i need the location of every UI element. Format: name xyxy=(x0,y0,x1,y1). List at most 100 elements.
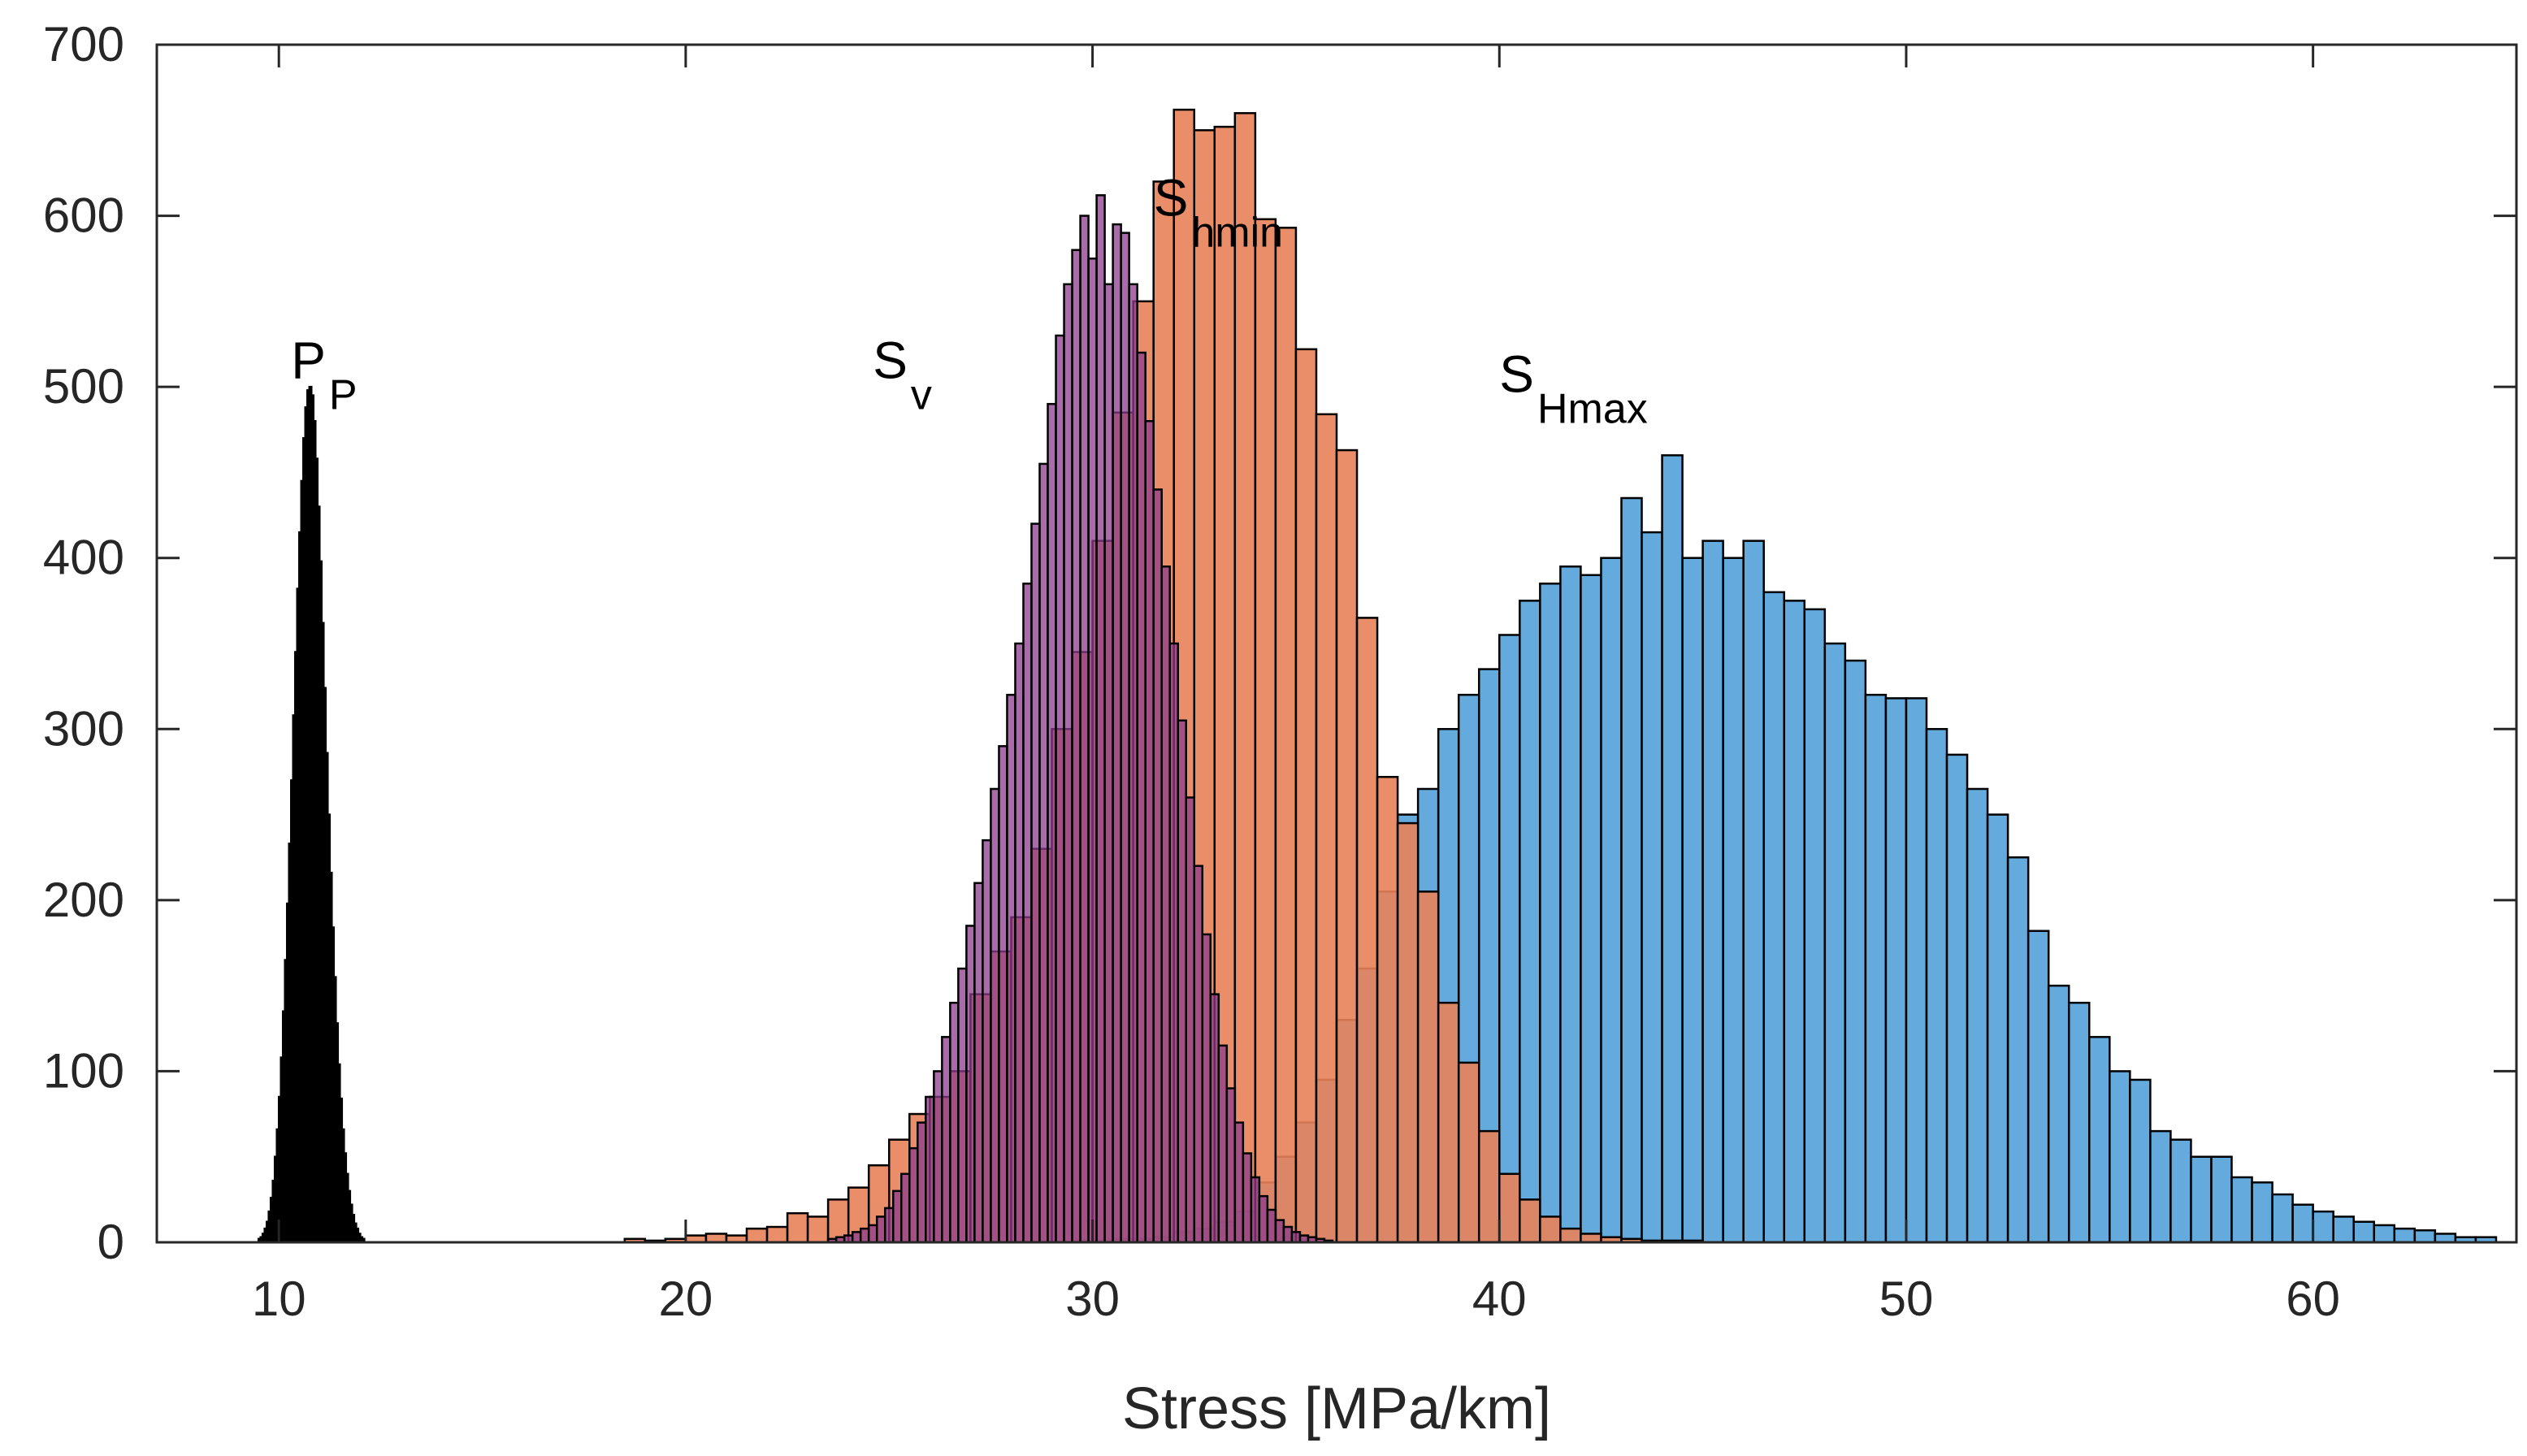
series-PP-bars xyxy=(257,385,366,1244)
bar-Sv-10 xyxy=(908,1146,919,1244)
x-axis-label: Stress [MPa/km] xyxy=(1122,1376,1551,1441)
bar-SHmax-34 xyxy=(1762,591,1786,1244)
bar-Sv-28 xyxy=(1055,334,1065,1244)
bar-Sv-27 xyxy=(1047,402,1057,1244)
y-tick-label: 0 xyxy=(98,1215,124,1269)
bar-Sv-34 xyxy=(1103,283,1114,1244)
bar-Sv-13 xyxy=(933,1070,943,1244)
bar-SHmax-54 xyxy=(2169,1138,2192,1244)
bar-Shmin-35 xyxy=(1335,448,1359,1244)
bar-SHmax-41 xyxy=(1905,697,1928,1244)
bar-Sv-46 xyxy=(1201,933,1212,1244)
bar-SHmax-62 xyxy=(2332,1216,2355,1244)
bar-Shmin-34 xyxy=(1315,413,1338,1244)
bar-Shmin-31 xyxy=(1254,218,1277,1244)
series-Sv-bars xyxy=(826,194,1334,1244)
bar-Sv-49 xyxy=(1225,1087,1237,1244)
bar-SHmax-32 xyxy=(1722,557,1745,1244)
bar-Sv-19 xyxy=(982,838,992,1244)
bar-SHmax-47 xyxy=(2026,930,2050,1244)
bar-Sv-26 xyxy=(1038,462,1049,1244)
bar-Sv-42 xyxy=(1168,642,1179,1244)
bar-Sv-55 xyxy=(1274,1219,1285,1244)
bar-SHmax-29 xyxy=(1661,454,1684,1244)
bar-Sv-4 xyxy=(859,1227,870,1244)
bar-Sv-45 xyxy=(1193,864,1204,1244)
bar-SHmax-37 xyxy=(1823,642,1847,1244)
bar-SHmax-22 xyxy=(1519,600,1541,1244)
bar-Sv-5 xyxy=(867,1224,878,1244)
bar-SHmax-39 xyxy=(1864,693,1888,1244)
bar-Sv-41 xyxy=(1160,565,1171,1244)
bar-Shmin-32 xyxy=(1274,227,1298,1244)
bar-Sv-37 xyxy=(1128,283,1138,1244)
bar-SHmax-67 xyxy=(2434,1233,2457,1244)
bar-Sv-47 xyxy=(1209,993,1220,1244)
bar-Sv-33 xyxy=(1095,194,1106,1244)
bar-Shmin-44 xyxy=(1519,1198,1541,1244)
bar-SHmax-52 xyxy=(2129,1078,2152,1244)
series-label-SHmax: SHmax xyxy=(1499,344,1647,432)
bar-SHmax-40 xyxy=(1884,697,1908,1244)
bar-Shmin-45 xyxy=(1539,1216,1562,1244)
bar-SHmax-25 xyxy=(1580,574,1602,1244)
series-label-PP: PP xyxy=(291,332,357,419)
bar-SHmax-23 xyxy=(1539,583,1562,1244)
bar-SHmax-44 xyxy=(1966,787,1989,1244)
bar-Sv-39 xyxy=(1144,420,1155,1244)
bar-SHmax-53 xyxy=(2149,1129,2172,1244)
bar-SHmax-43 xyxy=(1945,753,1969,1244)
bar-Shmin-41 xyxy=(1457,1061,1480,1244)
bar-Sv-23 xyxy=(1014,642,1025,1244)
bar-Shmin-47 xyxy=(1580,1233,1602,1244)
bar-Sv-56 xyxy=(1282,1225,1294,1244)
bar-Sv-21 xyxy=(998,745,1008,1244)
y-tick-label: 400 xyxy=(43,531,124,585)
bar-Sv-12 xyxy=(925,1095,935,1244)
y-tick-label: 200 xyxy=(43,873,124,927)
bar-Sv-14 xyxy=(941,1036,951,1244)
bar-Sv-32 xyxy=(1087,257,1098,1244)
bar-SHmax-66 xyxy=(2413,1229,2437,1244)
bar-SHmax-36 xyxy=(1803,608,1827,1244)
series-label-Sv: Sv xyxy=(873,332,932,419)
bar-Sv-6 xyxy=(875,1216,886,1244)
bar-Shmin-9 xyxy=(806,1216,830,1244)
bar-Sv-36 xyxy=(1120,232,1130,1244)
histogram-bars xyxy=(257,108,2498,1244)
bar-SHmax-26 xyxy=(1600,557,1623,1244)
bar-Sv-24 xyxy=(1022,583,1033,1244)
bar-Sv-7 xyxy=(883,1207,895,1244)
bar-SHmax-64 xyxy=(2373,1224,2396,1244)
bar-Sv-35 xyxy=(1112,223,1122,1244)
bar-Shmin-30 xyxy=(1233,111,1257,1244)
bar-Shmin-7 xyxy=(765,1225,789,1244)
bar-SHmax-24 xyxy=(1559,565,1582,1244)
bar-Sv-43 xyxy=(1177,719,1187,1244)
bar-Shmin-38 xyxy=(1396,821,1420,1244)
bar-SHmax-38 xyxy=(1844,659,1867,1244)
bar-SHmax-59 xyxy=(2271,1193,2294,1244)
bar-Sv-31 xyxy=(1079,214,1090,1244)
bar-Sv-50 xyxy=(1233,1121,1245,1244)
x-tick-label: 20 xyxy=(659,1272,713,1326)
bar-Shmin-43 xyxy=(1498,1172,1521,1244)
x-tick-label: 40 xyxy=(1472,1272,1527,1326)
bar-Sv-57 xyxy=(1290,1231,1302,1244)
bar-Sv-38 xyxy=(1136,351,1146,1244)
bar-SHmax-27 xyxy=(1620,496,1643,1244)
bar-Sv-9 xyxy=(900,1172,911,1244)
bar-SHmax-61 xyxy=(2312,1210,2334,1244)
bar-SHmax-21 xyxy=(1498,634,1521,1244)
bar-Shmin-42 xyxy=(1477,1129,1501,1244)
bar-Shmin-37 xyxy=(1376,775,1399,1244)
bar-SHmax-28 xyxy=(1641,531,1663,1244)
bar-SHmax-46 xyxy=(2006,856,2030,1244)
bar-Sv-53 xyxy=(1258,1194,1269,1244)
axis-ticks xyxy=(157,43,2516,1244)
bar-SHmax-60 xyxy=(2291,1203,2314,1244)
bar-SHmax-49 xyxy=(2067,1001,2091,1244)
